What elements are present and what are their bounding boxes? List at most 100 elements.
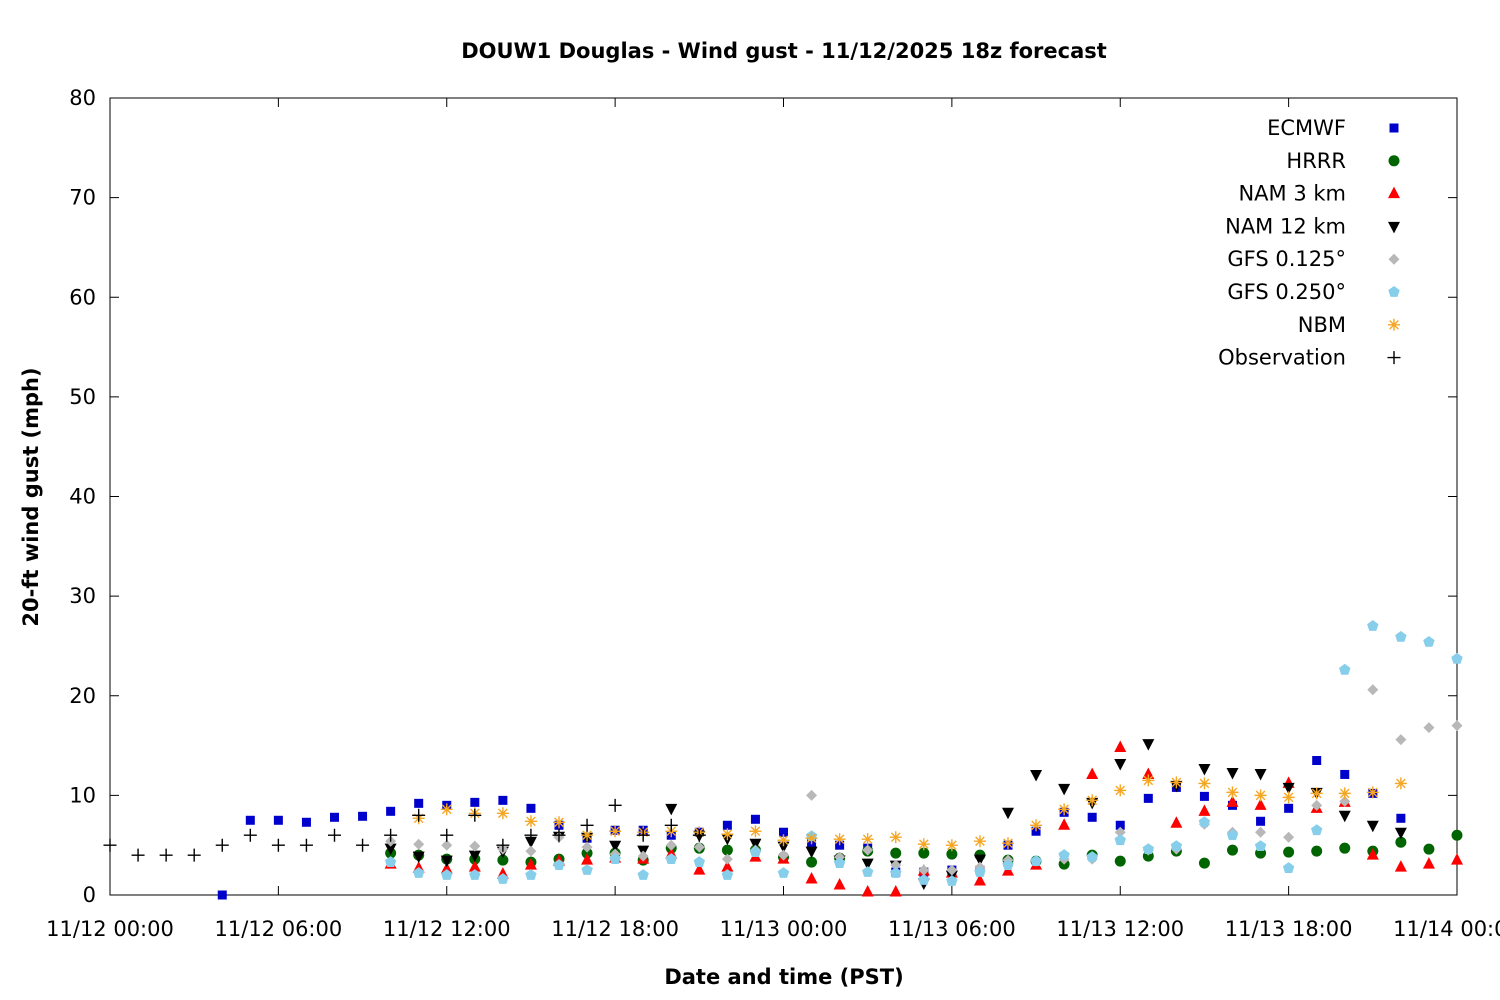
nam-3-km-point [721, 860, 734, 872]
observation-point [328, 828, 341, 842]
hrrr-point [1311, 845, 1323, 857]
gfs-0-250-point [1311, 824, 1323, 836]
observation-point [580, 818, 594, 832]
gfs-0-125-point [693, 841, 705, 853]
y-tick-label: 30 [69, 584, 96, 608]
nam-3-km-point [468, 860, 481, 872]
ecmwf-point [1396, 813, 1406, 823]
nam-12-km-point [1282, 782, 1295, 795]
chart-title: DOUW1 Douglas - Wind gust - 11/12/2025 1… [461, 39, 1107, 63]
gfs-0-125-point [1367, 684, 1379, 696]
nbm-point [1282, 791, 1295, 804]
nam-12-km-point [609, 840, 622, 853]
hrrr-point [918, 847, 930, 859]
hrrr-point [1423, 843, 1435, 855]
nam-12-km-point [1002, 807, 1014, 820]
nbm-point [1226, 786, 1239, 799]
nbm-point [1086, 794, 1099, 807]
ecmwf-point [217, 890, 227, 900]
nbm-point [945, 839, 958, 852]
nbm-point [805, 832, 818, 845]
observation-point [159, 848, 173, 862]
nbm-point [1030, 819, 1043, 832]
observation-point [496, 838, 510, 852]
y-tick-label: 50 [69, 385, 96, 409]
gfs-0-125-point [1395, 734, 1407, 746]
nam-3-km-point [861, 885, 874, 897]
hrrr-point [721, 844, 733, 856]
y-tick-label: 0 [83, 883, 96, 907]
hrrr-point [497, 854, 509, 866]
gfs-0-250-point [497, 873, 509, 884]
nam-12-km-point [440, 855, 453, 868]
nbm-point [524, 815, 537, 828]
gfs-0-250-point [1030, 855, 1042, 866]
nam-3-km-point [1366, 848, 1379, 860]
nam-3-km-point [1198, 804, 1211, 816]
nbm-point [553, 816, 565, 829]
nam-12-km-point [468, 850, 481, 863]
gfs-0-250-point [637, 869, 649, 880]
legend-marker-nbm [1388, 318, 1400, 331]
legend-marker-hrrr [1388, 155, 1400, 167]
x-tick-label: 11/12 18:00 [551, 917, 679, 941]
nam-12-km-point [1030, 769, 1043, 782]
gfs-0-250-point [1395, 631, 1407, 642]
gfs-0-250-point [1226, 829, 1239, 841]
gfs-0-250-point [1451, 652, 1463, 664]
nbm-point [1058, 803, 1071, 816]
gfs-0-125-point [441, 839, 453, 851]
nbm-point [1198, 777, 1211, 790]
gfs-0-250-point [1114, 834, 1126, 846]
gfs-0-125-point [1311, 799, 1323, 811]
nbm-point [861, 833, 874, 846]
gfs-0-250-point [553, 859, 565, 870]
observation-point [243, 828, 257, 842]
nam-3-km-point [1451, 853, 1463, 865]
ecmwf-point [330, 812, 339, 822]
ecmwf-point [1256, 816, 1266, 826]
legend-label-nam-3-km: NAM 3 km [1238, 182, 1346, 206]
x-tick-label: 11/13 12:00 [1056, 917, 1184, 941]
gfs-0-250-point [833, 857, 846, 868]
nbm-point [496, 807, 509, 820]
nbm-point [777, 834, 790, 847]
gfs-0-125-point [665, 839, 677, 851]
ecmwf-point [526, 803, 536, 813]
y-tick-label: 80 [69, 86, 96, 110]
gfs-0-250-point [581, 864, 593, 875]
observation-point [384, 828, 398, 842]
gfs-0-250-point [693, 856, 705, 867]
ecmwf-point [1284, 803, 1294, 813]
legend-label-nbm: NBM [1298, 313, 1346, 337]
legend-marker-gfs-0-250 [1388, 286, 1400, 297]
nbm-point [1254, 789, 1267, 802]
hrrr-point [1451, 829, 1463, 841]
hrrr-point [1227, 844, 1238, 856]
nam-12-km-point [412, 851, 425, 864]
gfs-0-125-point [1339, 795, 1351, 807]
series-observation [103, 798, 706, 862]
gfs-0-125-point [1423, 722, 1435, 734]
gfs-0-250-point [1142, 843, 1154, 854]
hrrr-point [1395, 836, 1407, 848]
hrrr-point [1198, 857, 1210, 869]
ecmwf-point [1340, 769, 1350, 779]
nam-12-km-point [384, 843, 397, 856]
nbm-point [1142, 774, 1155, 787]
hrrr-point [1283, 846, 1295, 858]
x-axis-title: Date and time (PST) [664, 965, 903, 989]
legend-label-gfs-0-125: GFS 0.125° [1227, 247, 1346, 271]
nam-3-km-point [693, 863, 706, 875]
hrrr-point [890, 847, 902, 859]
ecmwf-point [1115, 820, 1125, 830]
ecmwf-point [498, 795, 508, 805]
nam-12-km-point [1226, 767, 1239, 780]
nam-12-km-point [665, 803, 678, 816]
gfs-0-125-point [1451, 720, 1463, 732]
nam-12-km-point [524, 836, 537, 849]
gfs-0-250-point [1423, 636, 1435, 647]
observation-point [271, 838, 285, 852]
observation-point [356, 838, 370, 852]
